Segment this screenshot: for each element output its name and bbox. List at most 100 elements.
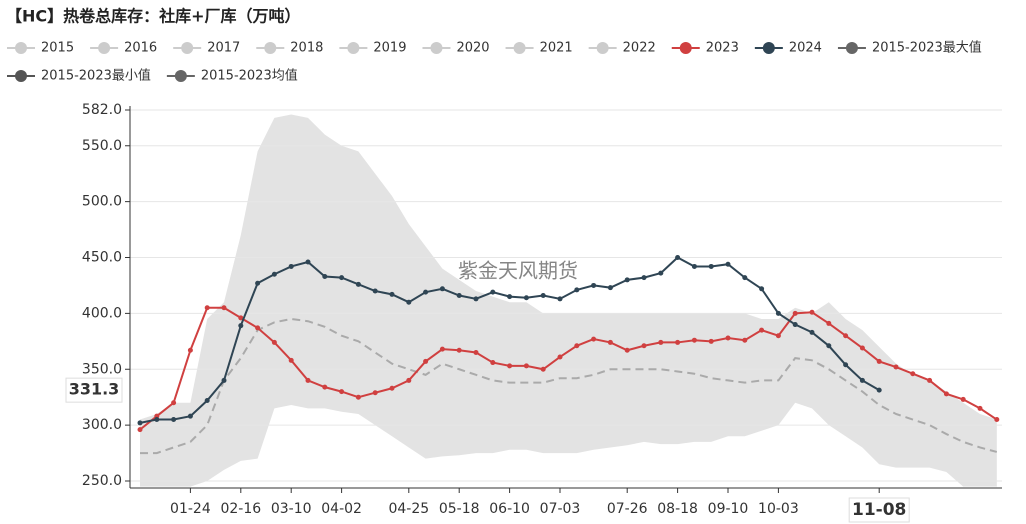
point [288, 357, 294, 363]
point [490, 360, 496, 366]
x-tick-label: 05-18 [439, 501, 480, 517]
legend-label: 2022 [623, 41, 656, 56]
point [507, 294, 513, 300]
chart-title: 【HC】热卷总库存：社库+厂库（万吨） [6, 7, 301, 26]
point [523, 295, 529, 301]
point [624, 347, 630, 353]
point [238, 323, 244, 329]
legend-icon-dot [174, 70, 187, 82]
point [490, 289, 496, 295]
legend-label: 2015-2023均值 [201, 68, 298, 84]
point [540, 293, 546, 298]
point [171, 400, 177, 406]
point [171, 417, 177, 423]
legend-icon-dot [596, 42, 609, 54]
legend-item[interactable]: 2016 [90, 41, 157, 56]
point [204, 305, 210, 311]
point [792, 310, 798, 316]
point [255, 325, 261, 331]
point [859, 345, 865, 351]
point [305, 377, 311, 383]
x-tick-label: 03-10 [271, 501, 312, 517]
point [423, 289, 429, 295]
point [708, 263, 714, 269]
point [540, 366, 546, 372]
x-tick-label: 10-03 [758, 501, 799, 517]
legend-icon-dot [15, 70, 27, 82]
point [809, 309, 815, 315]
mean-line [140, 317, 998, 455]
x-pointer-box [848, 497, 910, 523]
point [843, 333, 849, 339]
point [288, 263, 294, 269]
point [439, 286, 445, 292]
legend-item[interactable]: 2015 [7, 41, 74, 56]
point [355, 281, 361, 287]
point [591, 336, 597, 342]
point [305, 259, 311, 265]
legend-item[interactable]: 2017 [173, 41, 240, 56]
point [826, 343, 832, 349]
point [523, 363, 529, 369]
point [675, 339, 681, 345]
point [893, 364, 899, 370]
point [691, 337, 697, 343]
point [137, 420, 143, 426]
point [927, 377, 933, 383]
point [641, 343, 647, 349]
x-tick-label: 09-10 [708, 501, 749, 517]
y-pointer-box [65, 377, 123, 403]
point [675, 255, 681, 261]
point [759, 327, 765, 333]
point [456, 293, 462, 298]
point [322, 274, 328, 280]
legend-label: 2015-2023最大值 [872, 40, 982, 56]
series-line [139, 306, 998, 431]
legend-label: 2019 [373, 41, 406, 56]
x-pointer-label: 11-08 [852, 500, 906, 520]
legend-item[interactable]: 2021 [505, 41, 573, 56]
point [456, 347, 462, 353]
point [859, 377, 865, 383]
point [238, 315, 244, 321]
legend-icon-dot [264, 42, 277, 54]
point [977, 405, 983, 411]
legend-label: 2017 [207, 41, 240, 56]
point [792, 322, 798, 328]
point [355, 394, 361, 400]
legend-item[interactable]: 2015-2023最小值 [7, 68, 151, 84]
y-tick-label: 350.0 [82, 361, 122, 377]
point [406, 377, 412, 383]
point [759, 286, 765, 292]
point [641, 275, 647, 281]
point [507, 363, 513, 369]
y-tick-label: 250.0 [82, 473, 122, 489]
legend-item[interactable]: 2023 [671, 41, 739, 56]
legend-item[interactable]: 2015-2023均值 [166, 68, 298, 84]
y-tick-label: 450.0 [82, 250, 122, 266]
legend-item[interactable]: 2019 [339, 41, 406, 56]
legend-icon-dot [679, 42, 692, 54]
legend-label: 2021 [540, 41, 573, 56]
legend-item[interactable]: 2024 [754, 41, 822, 56]
point [271, 271, 277, 277]
watermark: 紫金天风期货 [458, 259, 578, 283]
point [322, 384, 328, 390]
y-tick-label: 400.0 [82, 305, 122, 321]
legend-icon-dot [15, 42, 27, 54]
legend-item[interactable]: 2015-2023最大值 [837, 40, 982, 56]
legend-item[interactable]: 2018 [256, 41, 323, 56]
legend-item[interactable]: 2020 [422, 41, 490, 56]
point [708, 338, 714, 344]
point [187, 347, 193, 353]
legend-item[interactable]: 2022 [588, 41, 656, 56]
y-tick-label: 300.0 [82, 417, 122, 433]
point [372, 288, 378, 294]
max-band [140, 114, 997, 488]
point [271, 339, 277, 345]
point [658, 270, 664, 276]
point [960, 396, 966, 402]
point [691, 263, 697, 269]
point [423, 358, 429, 364]
